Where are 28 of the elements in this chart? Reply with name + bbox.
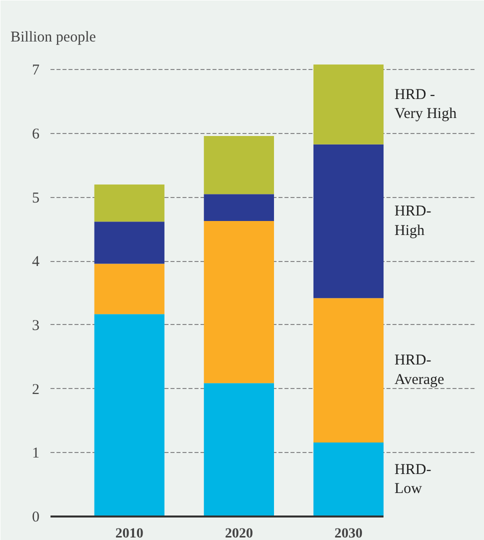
- x-tick-label: 2010: [115, 526, 144, 540]
- y-tick-label: 7: [32, 62, 40, 79]
- y-tick-label: 5: [32, 190, 40, 206]
- series-label: HRD- High: [394, 204, 432, 239]
- bar: [313, 298, 384, 442]
- bar: [94, 314, 164, 516]
- y-tick-label: 2: [32, 382, 40, 398]
- bar: [313, 144, 384, 298]
- bar: [313, 442, 384, 516]
- bar: [94, 184, 164, 222]
- bar: [94, 222, 164, 264]
- x-tick-label: 2020: [224, 526, 253, 540]
- y-tick-label: 1: [32, 446, 40, 462]
- series-label: HRD - Very High: [394, 86, 458, 122]
- bar: [204, 383, 274, 516]
- bar: [204, 220, 274, 384]
- y-tick-label: 4: [32, 254, 40, 270]
- y-axis-title: Billion people: [10, 30, 96, 46]
- y-tick-label: 6: [32, 126, 40, 142]
- bar: [204, 136, 274, 194]
- series-label: HRD- Average: [394, 352, 445, 388]
- y-tick-label: 0: [32, 510, 40, 526]
- y-tick-label: 3: [32, 318, 40, 334]
- bar: [313, 64, 384, 144]
- bar: [204, 194, 274, 221]
- series-label: HRD- Low: [394, 462, 432, 498]
- x-tick-label: 2030: [334, 526, 363, 540]
- bar: [94, 264, 164, 314]
